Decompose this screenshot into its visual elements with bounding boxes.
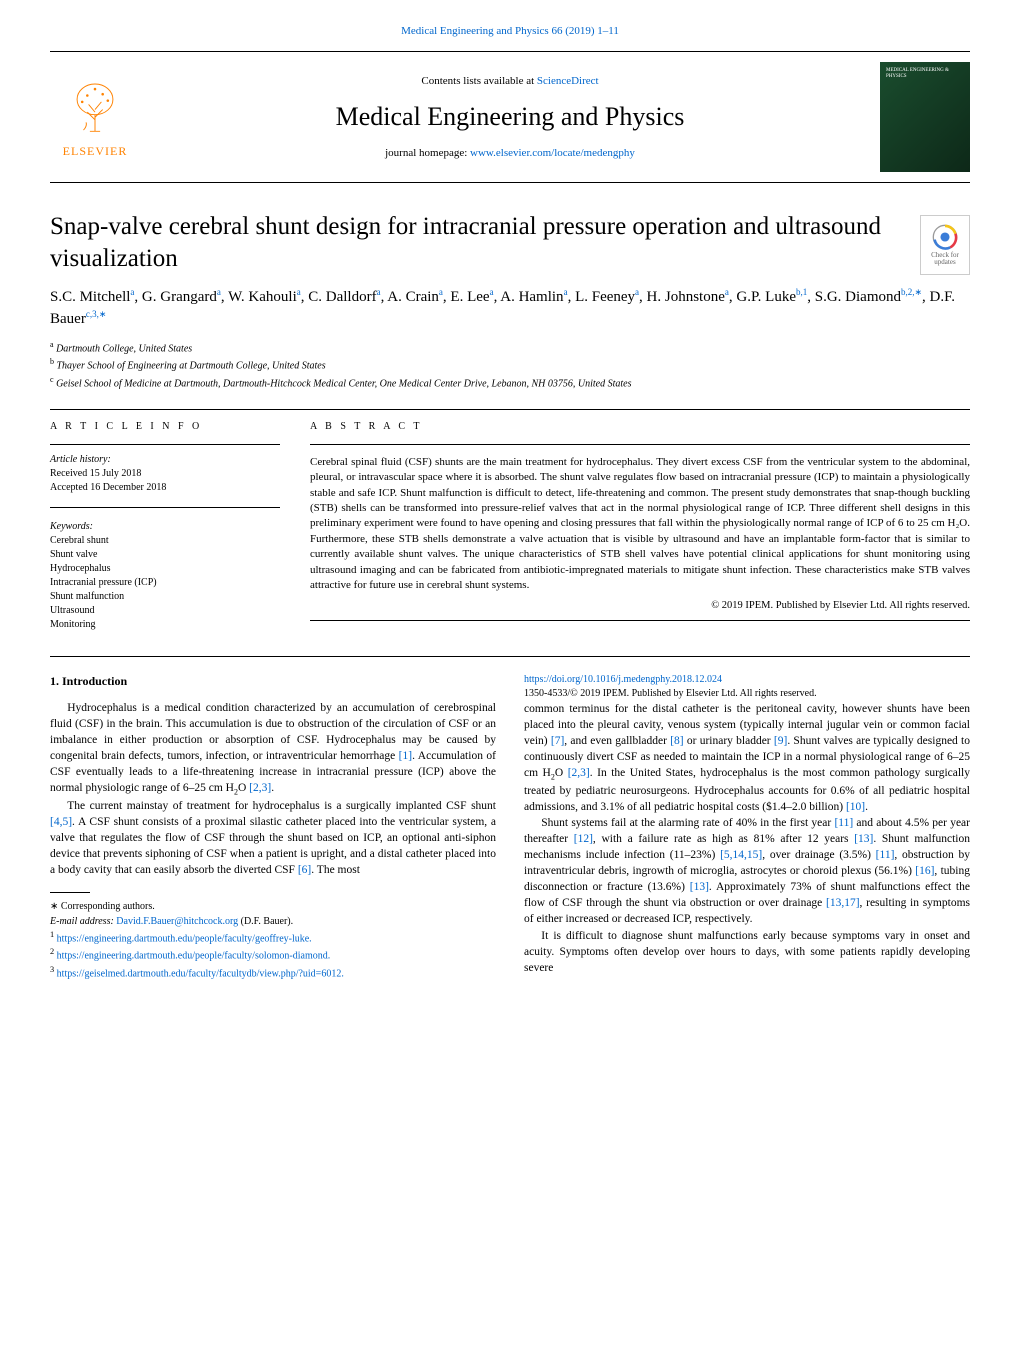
journal-citation: Medical Engineering and Physics 66 (2019… [50, 24, 970, 47]
journal-ref-citation: 66 (2019) 1–11 [551, 25, 618, 37]
section-heading: 1. Introduction [50, 673, 496, 690]
journal-name: Medical Engineering and Physics [152, 99, 868, 135]
ref-link[interactable]: [2,3] [249, 782, 271, 794]
affiliations: a Dartmouth College, United States b Tha… [50, 339, 970, 391]
email-link[interactable]: David.F.Bauer@hitchcock.org [116, 916, 238, 927]
ref-link[interactable]: [7] [551, 735, 564, 747]
keyword: Monitoring [50, 618, 280, 632]
title-block: Snap-valve cerebral shunt design for int… [50, 211, 970, 390]
affiliation-b: b Thayer School of Engineering at Dartmo… [50, 356, 970, 373]
body-paragraph: common terminus for the distal catheter … [524, 701, 970, 815]
ref-link[interactable]: [16] [915, 865, 934, 877]
keyword: Cerebral shunt [50, 534, 280, 548]
divider [310, 444, 970, 445]
crossmark-text: Check forupdates [931, 252, 959, 267]
crossmark-icon [932, 224, 958, 250]
footnote-link[interactable]: https://geiselmed.dartmouth.edu/faculty/… [57, 968, 344, 979]
article-history: Article history: Received 15 July 2018 A… [50, 453, 280, 495]
body-two-column: 1. Introduction Hydrocephalus is a medic… [50, 673, 970, 986]
elsevier-wordmark: ELSEVIER [63, 143, 128, 160]
ref-link[interactable]: [4,5] [50, 816, 72, 828]
affiliation-c: c Geisel School of Medicine at Dartmouth… [50, 374, 970, 391]
homepage-prefix: journal homepage: [385, 147, 470, 159]
divider [310, 620, 970, 621]
article-info-column: A R T I C L E I N F O Article history: R… [50, 410, 280, 632]
divider [50, 444, 280, 445]
ref-link[interactable]: [6] [298, 864, 311, 876]
ref-link[interactable]: [13] [690, 881, 709, 893]
journal-ref-name: Medical Engineering and Physics [401, 25, 549, 37]
cover-text: MEDICAL ENGINEERING & PHYSICS [886, 68, 964, 79]
contents-line: Contents lists available at ScienceDirec… [152, 74, 868, 89]
email-label: E-mail address: [50, 916, 116, 927]
divider [50, 656, 970, 657]
ref-link[interactable]: [11] [876, 849, 895, 861]
ref-link[interactable]: [9] [774, 735, 787, 747]
ref-link[interactable]: [12] [574, 833, 593, 845]
crossmark-badge[interactable]: Check forupdates [920, 215, 970, 275]
body-paragraph: Shunt systems fail at the alarming rate … [524, 815, 970, 928]
body-paragraph: Hydrocephalus is a medical condition cha… [50, 700, 496, 798]
email-line: E-mail address: David.F.Bauer@hitchcock.… [50, 914, 496, 929]
info-abstract-row: A R T I C L E I N F O Article history: R… [50, 409, 970, 632]
keyword: Shunt valve [50, 548, 280, 562]
body-paragraph: The current mainstay of treatment for hy… [50, 798, 496, 878]
history-label: Article history: [50, 453, 280, 467]
received-date: Received 15 July 2018 [50, 467, 280, 481]
affiliation-a: a Dartmouth College, United States [50, 339, 970, 356]
keywords-block: Keywords: Cerebral shunt Shunt valve Hyd… [50, 520, 280, 632]
body-paragraph: It is difficult to diagnose shunt malfun… [524, 928, 970, 976]
ref-link[interactable]: [1] [399, 750, 412, 762]
corresponding-note: ∗ Corresponding authors. [50, 899, 496, 914]
accepted-date: Accepted 16 December 2018 [50, 481, 280, 495]
abstract-column: A B S T R A C T Cerebral spinal fluid (C… [310, 410, 970, 632]
ref-link[interactable]: [2,3] [568, 767, 590, 779]
footnote-rule [50, 892, 90, 893]
article-title: Snap-valve cerebral shunt design for int… [50, 211, 970, 274]
keyword: Hydrocephalus [50, 562, 280, 576]
journal-cover-thumbnail: MEDICAL ENGINEERING & PHYSICS [880, 62, 970, 172]
divider [50, 507, 280, 508]
contents-prefix: Contents lists available at [421, 75, 536, 87]
sciencedirect-link[interactable]: ScienceDirect [537, 75, 599, 87]
footnote-2: 2 https://engineering.dartmouth.edu/peop… [50, 946, 496, 963]
article-info-label: A R T I C L E I N F O [50, 410, 280, 440]
footnote-3: 3 https://geiselmed.dartmouth.edu/facult… [50, 964, 496, 981]
footnote-link[interactable]: https://engineering.dartmouth.edu/people… [57, 933, 312, 944]
rights-line: 1350-4533/© 2019 IPEM. Published by Else… [524, 687, 970, 701]
keyword: Intracranial pressure (ICP) [50, 576, 280, 590]
ref-link[interactable]: [13] [854, 833, 873, 845]
elsevier-tree-icon [63, 75, 127, 139]
homepage-link[interactable]: www.elsevier.com/locate/medengphy [470, 147, 635, 159]
journal-citation-link[interactable]: Medical Engineering and Physics 66 (2019… [401, 25, 619, 37]
footnotes: ∗ Corresponding authors. E-mail address:… [50, 892, 496, 981]
divider [50, 51, 970, 52]
author-list: S.C. Mitchella, G. Grangarda, W. Kahouli… [50, 286, 970, 331]
ref-link[interactable]: [11] [834, 817, 853, 829]
homepage-line: journal homepage: www.elsevier.com/locat… [152, 146, 868, 161]
email-person: (D.F. Bauer). [238, 916, 293, 927]
abstract-copyright: © 2019 IPEM. Published by Elsevier Ltd. … [310, 599, 970, 614]
keyword: Shunt malfunction [50, 590, 280, 604]
abstract-text: Cerebral spinal fluid (CSF) shunts are t… [310, 455, 970, 594]
journal-header: ELSEVIER Contents lists available at Sci… [50, 56, 970, 178]
header-center: Contents lists available at ScienceDirec… [152, 74, 868, 161]
elsevier-logo: ELSEVIER [50, 75, 140, 160]
ref-link[interactable]: [8] [670, 735, 683, 747]
footnote-link[interactable]: https://engineering.dartmouth.edu/people… [57, 951, 331, 962]
doi-link[interactable]: https://doi.org/10.1016/j.medengphy.2018… [524, 674, 722, 685]
ref-link[interactable]: [10] [846, 801, 865, 813]
ref-link[interactable]: [5,14,15] [720, 849, 762, 861]
keyword: Ultrasound [50, 604, 280, 618]
divider [50, 182, 970, 183]
ref-link[interactable]: [13,17] [826, 897, 860, 909]
doi-block: https://doi.org/10.1016/j.medengphy.2018… [524, 673, 970, 701]
keywords-label: Keywords: [50, 520, 280, 534]
abstract-label: A B S T R A C T [310, 410, 970, 440]
footnote-1: 1 https://engineering.dartmouth.edu/peop… [50, 929, 496, 946]
